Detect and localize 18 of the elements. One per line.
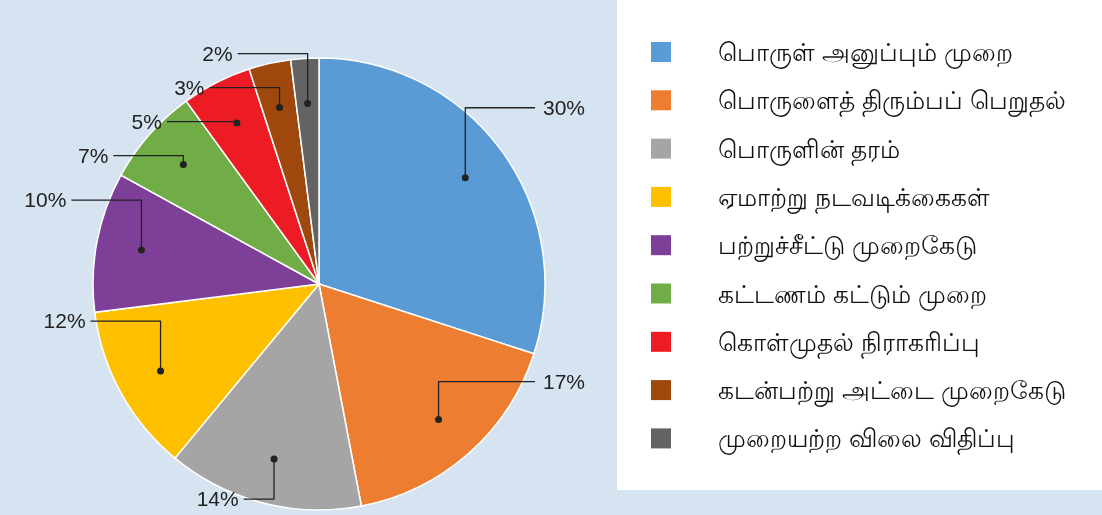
data-label: 10% [24,188,67,212]
legend-label: கட்டணம் கட்டும் முறை [718,279,987,311]
data-label: 17% [543,369,586,393]
legend-label: பொருளின் தரம் [718,134,900,166]
legend-label: பொருள் அனுப்பும் முறை [718,38,1013,69]
legend-label: பற்றுச்சீட்டு முறைகேடு [718,231,977,263]
data-label: 5% [131,109,162,133]
data-label: 14% [196,487,239,511]
data-label: 12% [43,309,86,333]
legend-label: ஏமாற்று நடவடிக்கைகள் [718,182,990,214]
data-label: 3% [174,75,205,99]
legend-label: பொருளைத் திரும்பப் பெறுதல் [718,86,1066,118]
legend-label: கொள்முதல் நிராகரிப்பு [718,327,980,359]
data-label: 7% [78,143,109,167]
data-label: 30% [543,95,586,119]
legend-label: கடன்பற்று அட்டை முறைகேடு [718,376,1066,408]
data-label: 2% [202,41,233,65]
legend-label: முறையற்ற விலை விதிப்பு [718,424,1015,456]
